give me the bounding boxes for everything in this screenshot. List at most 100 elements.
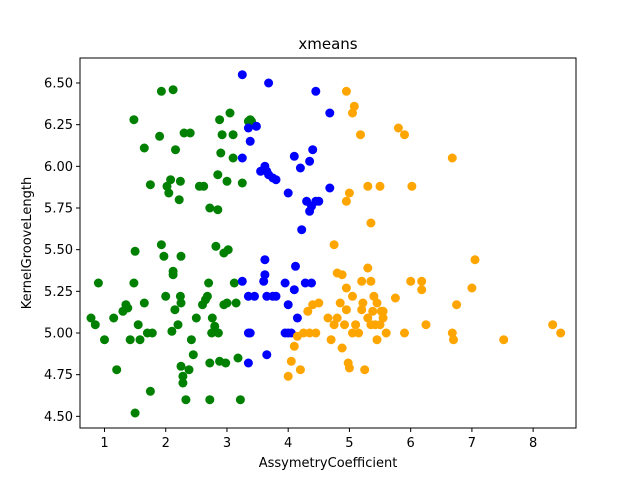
data-point xyxy=(210,321,220,331)
data-point xyxy=(368,306,378,316)
data-point xyxy=(356,130,365,140)
x-tick-label: 4 xyxy=(284,436,292,451)
data-point xyxy=(191,313,201,323)
data-point xyxy=(332,313,342,323)
data-point xyxy=(176,251,186,261)
data-point xyxy=(390,293,400,303)
data-point xyxy=(222,176,232,186)
data-point xyxy=(243,123,253,133)
data-point xyxy=(375,181,385,191)
data-point xyxy=(556,328,566,338)
data-point xyxy=(470,255,480,265)
data-point xyxy=(400,130,409,140)
data-point xyxy=(109,313,119,323)
data-point xyxy=(264,78,274,88)
y-tick-label: 5.75 xyxy=(44,202,73,217)
data-point xyxy=(216,148,226,158)
data-point xyxy=(176,298,186,308)
data-point xyxy=(207,313,217,323)
y-tick-label: 5.00 xyxy=(44,327,73,342)
x-tick-label: 8 xyxy=(529,436,537,451)
data-point xyxy=(378,313,388,323)
data-point xyxy=(251,121,261,131)
data-point xyxy=(199,181,209,191)
y-tick-label: 6.00 xyxy=(44,160,73,175)
y-axis: 4.50 4.75 5.00 5.25 5.50 5.75 6.00 6.25 6.50 xyxy=(44,77,80,425)
data-point xyxy=(222,298,232,308)
data-point xyxy=(417,276,427,286)
y-axis-label: KernelGrooveLength xyxy=(20,177,35,309)
data-point xyxy=(167,326,177,336)
data-point xyxy=(155,131,165,141)
data-point xyxy=(358,298,368,308)
data-point xyxy=(340,320,349,330)
data-point xyxy=(231,298,241,308)
data-point xyxy=(259,276,269,286)
data-point xyxy=(202,291,212,301)
data-point xyxy=(393,123,403,133)
data-point xyxy=(168,270,178,280)
data-point xyxy=(354,328,364,338)
data-point xyxy=(235,395,245,405)
data-point xyxy=(233,353,243,363)
data-point xyxy=(311,86,321,96)
data-point xyxy=(93,278,103,288)
data-point xyxy=(215,115,225,125)
data-point xyxy=(381,328,391,338)
data-point xyxy=(289,341,299,351)
data-point xyxy=(184,365,194,375)
data-point xyxy=(329,240,339,250)
data-point xyxy=(452,300,462,310)
data-point xyxy=(363,263,373,273)
x-tick-label: 7 xyxy=(468,436,476,451)
data-point xyxy=(341,305,351,315)
data-point xyxy=(295,163,305,173)
data-point xyxy=(467,283,477,293)
data-point xyxy=(280,328,290,338)
data-point xyxy=(166,175,176,185)
data-point xyxy=(156,86,166,96)
data-point xyxy=(292,313,302,323)
data-point xyxy=(400,328,409,338)
data-point xyxy=(300,278,310,288)
data-point xyxy=(237,153,247,163)
data-point xyxy=(250,291,259,301)
data-point xyxy=(205,358,215,368)
y-tick-label: 6.50 xyxy=(44,77,73,92)
data-point xyxy=(305,328,315,338)
data-point xyxy=(237,178,247,188)
data-point xyxy=(447,328,457,338)
data-point xyxy=(329,320,339,330)
data-point xyxy=(204,278,214,288)
data-point xyxy=(303,306,313,316)
data-point xyxy=(271,175,281,185)
data-point xyxy=(297,225,307,235)
data-point xyxy=(205,203,215,213)
x-axis: 1 2 3 4 5 6 7 8 xyxy=(100,428,537,451)
data-point xyxy=(161,291,171,301)
data-point xyxy=(289,285,299,295)
data-point xyxy=(351,320,361,330)
data-point xyxy=(213,328,223,338)
data-point xyxy=(363,181,373,191)
data-point xyxy=(205,395,215,405)
data-point xyxy=(341,86,351,96)
data-point xyxy=(283,188,293,198)
y-tick-label: 6.25 xyxy=(44,118,73,133)
data-point xyxy=(90,320,100,330)
data-point xyxy=(348,291,357,301)
data-point xyxy=(307,278,316,288)
data-point xyxy=(407,181,417,191)
data-point xyxy=(372,298,382,308)
data-point xyxy=(156,240,166,250)
data-point xyxy=(213,170,223,180)
data-point xyxy=(171,145,180,155)
data-point xyxy=(207,328,217,338)
data-point xyxy=(260,255,270,265)
data-point xyxy=(112,365,122,375)
data-point xyxy=(178,378,188,388)
x-tick-label: 5 xyxy=(345,436,353,451)
data-point xyxy=(125,335,135,345)
data-point xyxy=(147,328,157,338)
data-point xyxy=(175,291,185,301)
